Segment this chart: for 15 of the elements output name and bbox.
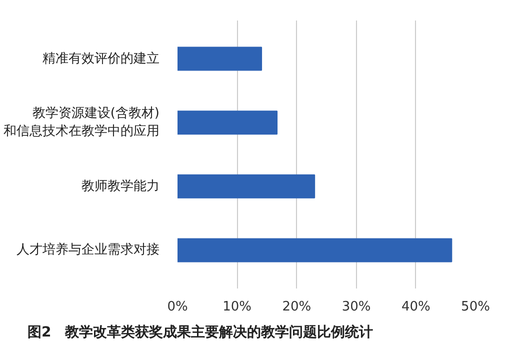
x-tick-label: 30%	[342, 300, 371, 314]
y-tick-label: 教学资源建设(含教材) 和信息技术在教学中的应用	[4, 106, 160, 140]
x-tick-label: 0%	[167, 300, 188, 314]
x-tick-label: 40%	[401, 300, 430, 314]
bar	[178, 174, 316, 198]
x-tick-label: 10%	[222, 300, 252, 314]
bar	[178, 46, 262, 71]
x-tick-label: 20%	[282, 300, 312, 314]
y-tick-label: 精准有效评价的建立	[42, 50, 160, 66]
x-tick-label: 50%	[461, 300, 490, 314]
bar	[178, 238, 452, 262]
text: 图2 教学改革类获奖成果主要解决的教学问题比例统计	[28, 324, 374, 340]
bar	[178, 110, 278, 135]
y-tick-label: 人才培养与企业需求对接	[16, 242, 160, 258]
y-tick-label: 教师教学能力	[82, 178, 160, 194]
